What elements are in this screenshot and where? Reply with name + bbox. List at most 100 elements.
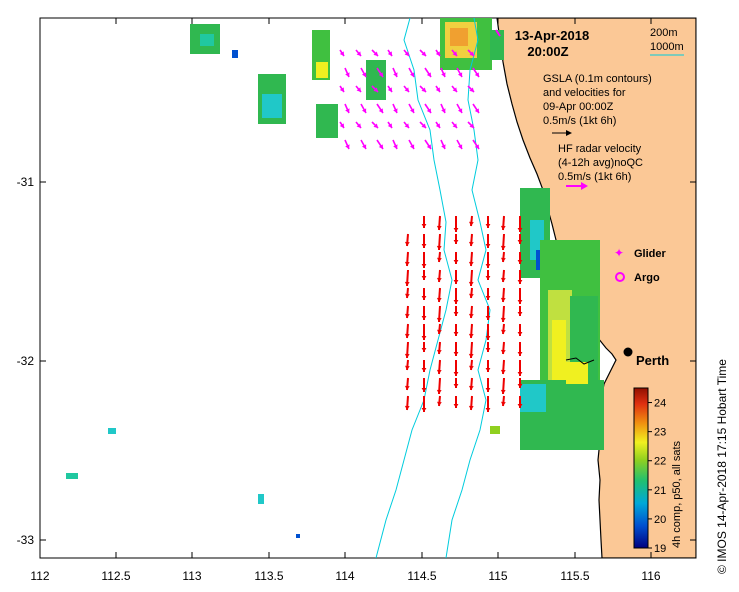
gsla-arrow xyxy=(440,103,446,114)
hf-arrow xyxy=(436,287,442,303)
gsla-arrow xyxy=(467,85,475,93)
gsla-arrow xyxy=(339,85,345,93)
hf-arrow xyxy=(404,233,410,247)
hf-arrow xyxy=(405,359,410,371)
gsla-arrow xyxy=(419,121,427,129)
hf-arrow xyxy=(453,378,459,388)
hf-arrow xyxy=(485,324,491,340)
glider-track xyxy=(495,29,501,37)
gsla-arrow xyxy=(403,85,410,93)
gsla-arrow xyxy=(456,139,463,150)
hf-arrow xyxy=(437,395,442,407)
hf-arrow xyxy=(500,215,506,231)
hf-arrow xyxy=(469,359,474,371)
hf-arrow xyxy=(453,342,459,356)
x-tick-label: 113.5 xyxy=(254,569,283,583)
gsla-arrow xyxy=(472,67,480,78)
gsla-arrow xyxy=(371,49,379,57)
hf-arrow xyxy=(437,251,442,263)
contour-1000m xyxy=(375,18,453,558)
hf-radar-velocity-arrows xyxy=(404,215,523,412)
hf-arrow xyxy=(421,306,427,320)
gsla-arrow xyxy=(355,121,362,129)
hf-arrow xyxy=(485,342,491,352)
gsla-arrow xyxy=(472,103,480,114)
date-label: 13-Apr-2018 xyxy=(515,28,589,43)
hf-arrow xyxy=(421,288,427,300)
gsla-arrow xyxy=(456,103,463,114)
contour-1000-label: 1000m xyxy=(650,41,684,53)
hf-arrow xyxy=(436,377,442,395)
time-label: 20:00Z xyxy=(527,44,568,59)
gsla-arrow xyxy=(339,121,345,129)
hf-arrow xyxy=(405,287,410,299)
gsla-arrow xyxy=(344,103,350,114)
x-tick-label: 115.5 xyxy=(560,569,589,583)
hf-arrow xyxy=(404,323,410,339)
hf-arrow xyxy=(500,269,506,283)
argo-label: Argo xyxy=(634,272,660,284)
gsla-line3: 09-Apr 00:00Z xyxy=(543,101,614,113)
gsla-arrow xyxy=(419,49,427,57)
hf-arrow xyxy=(453,288,459,304)
hf-arrow xyxy=(453,324,459,336)
x-tick-label: 114.5 xyxy=(407,569,436,583)
hf-arrow xyxy=(485,234,491,248)
hf-arrow xyxy=(517,252,523,264)
gsla-arrow xyxy=(371,85,379,93)
credit-label: © IMOS 14-Apr-2018 17:15 Hobart Time xyxy=(715,359,729,574)
hf-arrow xyxy=(517,378,523,388)
y-tick-label: -31 xyxy=(17,175,35,189)
gsla-line2: and velocities for xyxy=(543,87,626,99)
colorbar-tick-label: 20 xyxy=(654,514,666,526)
gsla-arrow xyxy=(451,121,458,129)
gsla-arrow xyxy=(403,121,410,129)
hf-arrow xyxy=(485,252,491,268)
gsla-velocity-arrows xyxy=(339,49,480,150)
hf-arrow xyxy=(469,287,474,299)
city-label: Perth xyxy=(636,353,669,368)
argo-symbol xyxy=(615,272,625,282)
hf-arrow xyxy=(468,341,474,359)
hf-arrow xyxy=(453,396,459,408)
hf-arrow xyxy=(404,305,410,319)
hf-arrow xyxy=(517,306,523,316)
hf-arrow xyxy=(421,252,427,268)
hf-arrow xyxy=(421,324,427,340)
gsla-arrow xyxy=(451,85,458,93)
gsla-scale-arrow xyxy=(552,130,572,136)
hf-arrow xyxy=(485,288,491,300)
hf-arrow xyxy=(453,216,459,232)
gsla-arrow xyxy=(360,139,367,150)
hf-arrow xyxy=(421,360,427,372)
colorbar-tick-label: 23 xyxy=(654,427,666,439)
hf-arrow xyxy=(453,252,459,264)
hf-arrow xyxy=(501,251,506,263)
hf-arrow xyxy=(436,233,442,251)
gsla-arrow xyxy=(376,103,384,114)
hf-arrow xyxy=(501,395,506,407)
contour-200m xyxy=(445,18,491,558)
colorbar xyxy=(633,387,649,549)
gsla-arrow xyxy=(376,67,384,78)
hf-arrow xyxy=(421,342,427,352)
gsla-arrow xyxy=(467,121,475,129)
gsla-arrow xyxy=(403,49,410,57)
gsla-arrow xyxy=(424,103,432,114)
gsla-arrow xyxy=(355,85,362,93)
hf-arrow xyxy=(500,359,506,375)
gsla-arrow xyxy=(376,139,384,150)
x-tick-label: 112 xyxy=(30,569,49,583)
hf-arrow xyxy=(485,270,491,280)
gsla-arrow xyxy=(392,67,398,78)
glider-symbol: ✦ xyxy=(614,246,624,260)
glider-label: Glider xyxy=(634,248,667,260)
hf-arrow xyxy=(517,360,523,376)
hf-scale-label: 0.5m/s (1kt 6h) xyxy=(558,171,631,183)
gsla-arrow xyxy=(408,67,415,78)
hf-line1: HF radar velocity xyxy=(558,143,642,155)
hf-arrow xyxy=(485,378,491,392)
hf-arrow xyxy=(453,306,459,316)
y-tick-label: -32 xyxy=(17,354,35,368)
hf-arrow xyxy=(517,270,523,284)
